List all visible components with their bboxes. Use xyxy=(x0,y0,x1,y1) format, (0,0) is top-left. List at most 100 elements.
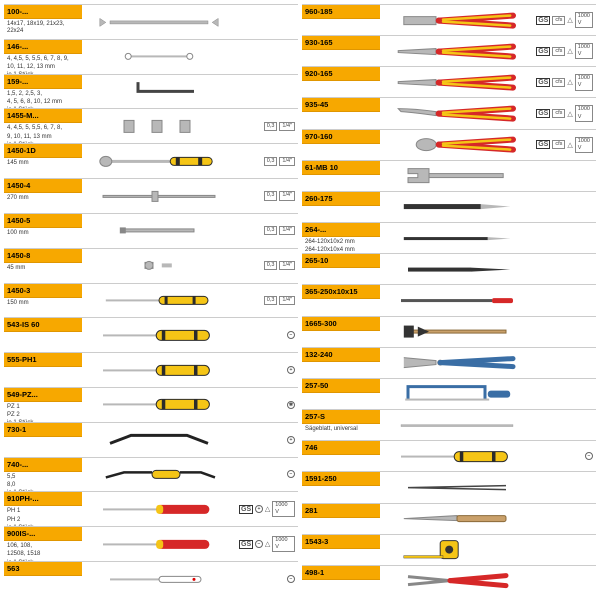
tip-icon: − xyxy=(585,452,593,460)
catalog-row: 260-175 xyxy=(302,191,596,222)
product-image xyxy=(82,388,236,422)
product-code: 132-240 xyxy=(302,348,380,362)
symbol-cell: 0,31/4" xyxy=(236,214,298,248)
size-badge: 0,3 xyxy=(264,261,278,270)
row-info: 740-... 5,58,0je 1 Stück xyxy=(4,458,82,492)
product-image xyxy=(380,566,534,596)
row-info: 970-160 xyxy=(302,130,380,160)
product-image xyxy=(82,284,236,318)
symbol-cell xyxy=(534,192,596,222)
symbol-cell xyxy=(534,317,596,347)
product-image xyxy=(82,458,236,492)
cfs-mark-icon: cfs xyxy=(552,16,565,25)
product-code: 1450-4 xyxy=(4,179,82,193)
product-image xyxy=(82,144,236,178)
catalog-row: 265-10 xyxy=(302,253,596,284)
catalog-row: 746 − xyxy=(302,440,596,471)
row-info: 960-185 xyxy=(302,5,380,35)
right-column: 960-185 GScfs△1000 V 930-165 GScfs△1000 … xyxy=(302,4,596,596)
catalog-row: 365-250x10x15 xyxy=(302,284,596,315)
voltage-badge: 1000 V xyxy=(575,12,593,28)
product-code: 960-185 xyxy=(302,5,380,19)
symbol-cell xyxy=(534,472,596,502)
cfs-mark-icon: cfs xyxy=(552,47,565,56)
gs-mark-icon: GS xyxy=(536,140,550,149)
product-image xyxy=(380,348,534,378)
row-info: 543-IS 60 xyxy=(4,318,82,352)
catalog-row: 1455-M... 4, 4,5, 5, 5,5, 6, 7, 8,9, 10,… xyxy=(4,108,298,143)
row-info: 159-... 1,5, 2, 2,5, 3,4, 5, 6, 8, 10, 1… xyxy=(4,75,82,109)
row-info: 260-175 xyxy=(302,192,380,222)
row-info: 1450-4 270 mm xyxy=(4,179,82,213)
row-info: 563 xyxy=(4,562,82,596)
row-info: 555-PH1 xyxy=(4,353,82,387)
product-code: 1591-250 xyxy=(302,472,380,486)
catalog-row: 970-160 GScfs△1000 V xyxy=(302,129,596,160)
product-code: 900IS-... xyxy=(4,527,82,541)
product-image xyxy=(82,214,236,248)
symbol-cell: + xyxy=(236,423,298,457)
symbol-cell: GS−△1000 V xyxy=(236,527,298,561)
product-spec: Sägeblatt, universal xyxy=(302,424,380,440)
catalog-row: 146-... 4, 4,5, 5, 5,5, 6, 7, 8, 9,10, 1… xyxy=(4,39,298,74)
product-code: 257-50 xyxy=(302,379,380,393)
catalog-row: 132-240 xyxy=(302,347,596,378)
size-badge: 1/4" xyxy=(279,261,295,270)
cfs-mark-icon: cfs xyxy=(552,78,565,87)
product-image xyxy=(380,472,534,502)
product-image xyxy=(82,318,236,352)
product-code: 920-165 xyxy=(302,67,380,81)
product-spec: 100 mm xyxy=(4,228,82,248)
row-info: 1450-5 100 mm xyxy=(4,214,82,248)
product-code: 543-IS 60 xyxy=(4,318,82,332)
size-badge: 1/4" xyxy=(279,226,295,235)
gs-mark-icon: GS xyxy=(536,78,550,87)
symbol-cell: 0,31/4" xyxy=(236,109,298,143)
symbol-cell: + xyxy=(236,353,298,387)
catalog-row: 1591-250 xyxy=(302,471,596,502)
catalog-row: 555-PH1 + xyxy=(4,352,298,387)
row-info: 264-... 264-120x10x2 mm264-120x10x4 mm xyxy=(302,223,380,253)
symbol-cell xyxy=(534,410,596,440)
triangle-icon: △ xyxy=(567,141,572,149)
row-info: 498-1 xyxy=(302,566,380,596)
size-badge: 1/4" xyxy=(279,122,295,131)
row-info: 746 xyxy=(302,441,380,471)
cfs-mark-icon: cfs xyxy=(552,109,565,118)
tip-icon: + xyxy=(287,366,295,374)
product-image xyxy=(380,379,534,409)
catalog-row: 740-... 5,58,0je 1 Stück − xyxy=(4,457,298,492)
symbol-cell: 0,31/4" xyxy=(236,179,298,213)
row-info: 61-MB 10 xyxy=(302,161,380,191)
product-image xyxy=(82,423,236,457)
symbol-cell: − xyxy=(534,441,596,471)
product-code: 257-S xyxy=(302,410,380,424)
voltage-badge: 1000 V xyxy=(272,501,295,517)
product-code: 970-160 xyxy=(302,130,380,144)
gs-mark-icon: GS xyxy=(536,16,550,25)
catalog-row: 549-PZ... PZ 1PZ 2je 1 Stück ✱ xyxy=(4,387,298,422)
size-badge: 1/4" xyxy=(279,191,295,200)
product-image xyxy=(82,40,236,74)
cfs-mark-icon: cfs xyxy=(552,140,565,149)
symbol-cell xyxy=(534,504,596,534)
symbol-cell: GScfs△1000 V xyxy=(534,67,596,97)
row-info: 257-S Sägeblatt, universal xyxy=(302,410,380,440)
catalog-row: 498-1 xyxy=(302,565,596,596)
catalog-page: 100-... 14x17, 18x19, 21x23, 22x24 146-.… xyxy=(0,0,600,600)
catalog-row: 1450-5 100 mm 0,31/4" xyxy=(4,213,298,248)
catalog-row: 61-MB 10 xyxy=(302,160,596,191)
symbol-cell xyxy=(534,254,596,284)
catalog-row: 1450-4 270 mm 0,31/4" xyxy=(4,178,298,213)
product-image xyxy=(82,527,236,561)
product-code: 260-175 xyxy=(302,192,380,206)
symbol-cell xyxy=(236,5,298,39)
product-code: 365-250x10x15 xyxy=(302,285,380,299)
product-code: 159-... xyxy=(4,75,82,89)
size-badge: 0,3 xyxy=(264,122,278,131)
row-info: 1591-250 xyxy=(302,472,380,502)
product-code: 281 xyxy=(302,504,380,518)
product-code: 549-PZ... xyxy=(4,388,82,402)
size-badge: 0,3 xyxy=(264,157,278,166)
symbol-cell xyxy=(534,348,596,378)
